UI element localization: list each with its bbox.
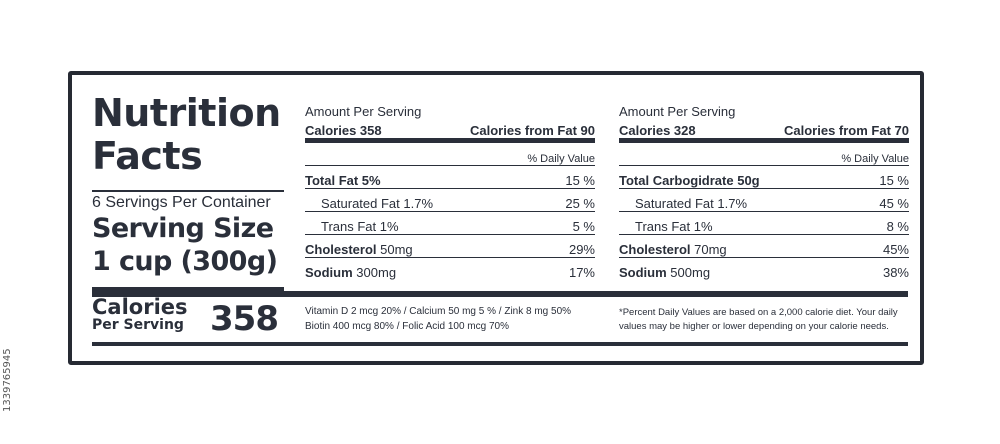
nutrient-name: Total Carbogidrate 50g — [619, 173, 760, 188]
vitamins-footnote: Vitamin D 2 mcg 20% / Calcium 50 mg 5 % … — [305, 304, 605, 334]
daily-value-label: % Daily Value — [841, 153, 909, 165]
nutrient-row: Total Fat 5% 15 % — [305, 166, 595, 189]
nutrient-name: Trans Fat 1% — [321, 219, 399, 234]
nutrition-panel-1: Amount Per Serving Calories 358 Calories… — [305, 101, 595, 280]
footnote-line-2: values may be higher or lower depending … — [619, 321, 889, 332]
amount-per-serving: Amount Per Serving — [305, 101, 595, 119]
thick-divider — [92, 291, 908, 297]
nutrient-amount: 300mg — [356, 265, 397, 280]
servings-per-container: 6 Servings Per Container — [92, 190, 284, 212]
daily-value-header: % Daily Value — [305, 143, 595, 166]
calories-fat-label: Calories from Fat 70 — [784, 123, 909, 138]
nutrient-name: Trans Fat 1% — [635, 219, 713, 234]
image-id: 1339765945 — [2, 348, 13, 412]
amount-label: Amount Per Serving — [619, 104, 736, 119]
nutrient-amount: 70mg — [694, 242, 727, 257]
nutrient-name: Sodium — [619, 265, 667, 280]
calories-label: Calories 328 — [619, 123, 696, 138]
per-serving-label: Per Serving — [92, 317, 184, 333]
nutrient-name: Saturated Fat 1.7% — [635, 196, 748, 211]
calories-row: Calories 328 Calories from Fat 70 — [619, 119, 909, 143]
calories-word: Calories — [92, 295, 188, 319]
nutrient-value: 15 % — [565, 173, 595, 188]
serving-size-label: Serving Size — [92, 213, 274, 244]
nutrient-amount: 50mg — [380, 242, 413, 257]
daily-value-header: % Daily Value — [619, 143, 909, 166]
title-line-1: Nutrition — [92, 91, 281, 135]
nutrient-row: Cholesterol 50mg 29% — [305, 235, 595, 258]
calories-fat-label: Calories from Fat 90 — [470, 123, 595, 138]
serving-size-value: 1 cup (300g) — [92, 246, 278, 277]
nutrient-row: Total Carbogidrate 50g 15 % — [619, 166, 909, 189]
serving-size: Serving Size 1 cup (300g) — [92, 212, 292, 278]
nutrition-panel-2: Amount Per Serving Calories 328 Calories… — [619, 101, 909, 280]
nutrient-value: 17% — [568, 265, 595, 280]
nutrient-row: Trans Fat 1% 5 % — [305, 212, 595, 235]
nutrient-name: Total Fat 5% — [305, 173, 381, 188]
nutrient-row: Saturated Fat 1.7% 25 % — [305, 189, 595, 212]
nutrient-name: Cholesterol — [305, 242, 377, 257]
calories-per-serving: Calories Per Serving 358 — [92, 287, 284, 339]
calories-value: 358 — [210, 299, 279, 339]
nutrient-amount: 500mg — [670, 265, 711, 280]
nutrient-value: 38% — [882, 265, 909, 280]
title-line-2: Facts — [92, 134, 203, 178]
footnote-line-1: *Percent Daily Values are based on a 2,0… — [619, 307, 898, 318]
nutrient-value: 15 % — [879, 173, 909, 188]
nutrient-row: Cholesterol 70mg 45% — [619, 235, 909, 258]
nutrient-row: Sodium 500mg 38% — [619, 258, 909, 280]
nutrient-name: Cholesterol — [619, 242, 691, 257]
nutrient-row: Sodium 300mg 17% — [305, 258, 595, 280]
calories-row: Calories 358 Calories from Fat 90 — [305, 119, 595, 143]
nutrient-row: Trans Fat 1% 8 % — [619, 212, 909, 235]
nutrient-value: 5 % — [572, 219, 595, 234]
daily-value-footnote: *Percent Daily Values are based on a 2,0… — [619, 306, 914, 334]
nutrient-value: 45% — [882, 242, 909, 257]
daily-value-label: % Daily Value — [527, 153, 595, 165]
amount-label: Amount Per Serving — [305, 104, 422, 119]
vitamins-line-1: Vitamin D 2 mcg 20% / Calcium 50 mg 5 % … — [305, 306, 572, 317]
amount-per-serving: Amount Per Serving — [619, 101, 909, 119]
calories-label: Calories 358 — [305, 123, 382, 138]
nutrient-name: Saturated Fat 1.7% — [321, 196, 434, 211]
bottom-divider — [92, 342, 908, 346]
nutrient-value: 29% — [568, 242, 595, 257]
nutrient-value: 8 % — [886, 219, 909, 234]
vitamins-line-2: Biotin 400 mcg 80% / Folic Acid 100 mcg … — [305, 321, 509, 332]
nutrient-value: 45 % — [879, 196, 909, 211]
nutrient-row: Saturated Fat 1.7% 45 % — [619, 189, 909, 212]
nutrient-name: Sodium — [305, 265, 353, 280]
nutrient-value: 25 % — [565, 196, 595, 211]
label-frame — [68, 71, 924, 365]
label-title: Nutrition Facts — [92, 92, 284, 178]
